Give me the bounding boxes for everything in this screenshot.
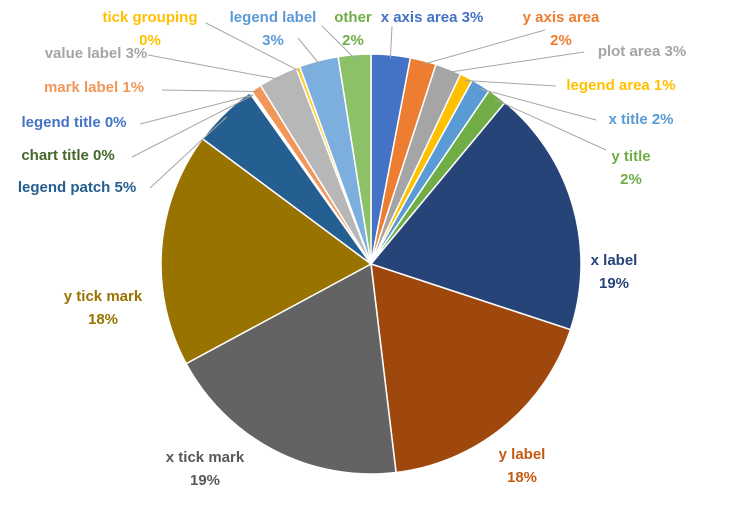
leader-line-tick-grouping: [205, 22, 300, 72]
leader-line-mark-label: [161, 89, 259, 93]
pie-slice-x-tick-mark: [185, 262, 397, 475]
slice-label-chart-title: chart title 0%: [21, 147, 114, 164]
pie-slice-other: [337, 53, 372, 265]
slice-label-legend-patch: legend patch 5%: [18, 179, 136, 196]
slice-label-mark-label: mark label 1%: [44, 79, 144, 96]
leader-line-legend-title: [139, 94, 254, 125]
slice-labels: x axis area 3% y axis area 2%plot area 3% l…: [18, 9, 686, 489]
leader-line-legend-patch: [149, 116, 228, 189]
slice-label-x-axis-area: x axis area 3%: [381, 9, 484, 26]
slice-label-y-tick-mark: y tick mark 18%: [64, 288, 143, 328]
slice-label-other: other 2%: [334, 9, 372, 49]
leader-line-other: [321, 25, 356, 59]
slice-label-legend-area: legend area 1%: [566, 77, 675, 94]
slice-label-plot-area: plot area 3%: [598, 43, 686, 60]
slice-label-legend-label: legend label 3%: [230, 9, 317, 49]
slice-label-tick-grouping: tick grouping 0%: [103, 9, 198, 49]
slice-label-legend-title: legend title 0%: [21, 114, 126, 131]
slice-label-value-label: value label 3%: [45, 45, 148, 62]
leader-lines: [131, 22, 607, 189]
pie-slice-y-tick-mark: [160, 137, 373, 365]
slice-label-y-axis-area: y axis area 2%: [523, 9, 600, 49]
slice-label-x-title: x title 2%: [608, 111, 673, 128]
leader-line-legend-area: [464, 80, 557, 87]
leader-line-plot-area: [446, 51, 585, 73]
slice-label-y-title: y title 2%: [611, 148, 650, 188]
slice-label-x-label: x label 19%: [591, 252, 638, 292]
slice-label-x-tick-mark: x tick mark 19%: [166, 449, 245, 489]
leader-line-value-label: [147, 54, 280, 80]
slice-label-y-label: y label 18%: [499, 446, 546, 486]
pie-slice-y-label: [370, 262, 572, 474]
leader-line-chart-title: [131, 95, 253, 158]
leader-line-legend-label: [297, 37, 321, 65]
leader-line-x-title: [478, 88, 597, 121]
leader-line-y-axis-area: [422, 29, 546, 65]
pie-slices: [160, 53, 582, 475]
pie-slice-x-label: [369, 101, 582, 331]
leader-line-y-title: [494, 98, 607, 151]
leader-line-x-axis-area: [389, 25, 393, 59]
